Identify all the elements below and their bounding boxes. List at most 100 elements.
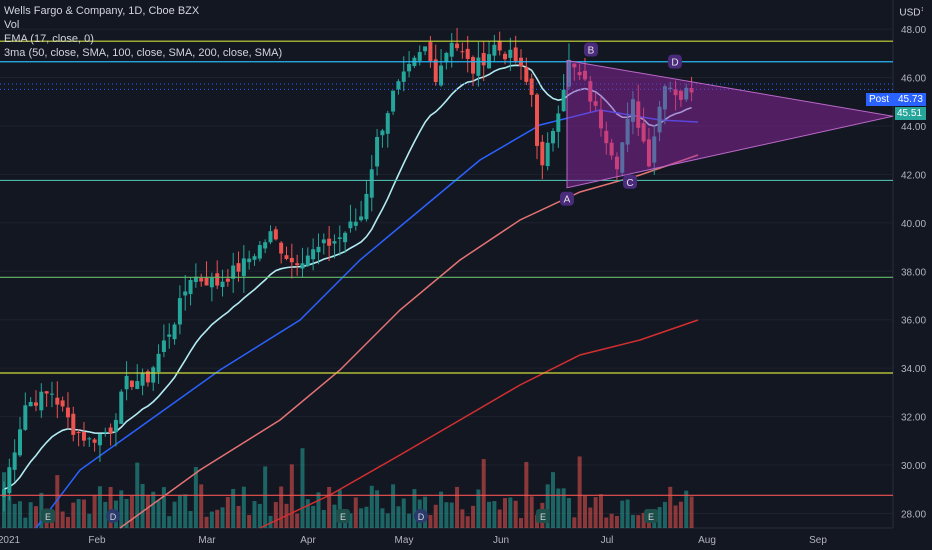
candle-body [668, 87, 673, 89]
volume-bar [359, 508, 364, 528]
candle-body [343, 232, 348, 243]
volume-bar [145, 495, 150, 528]
candle-body [444, 52, 449, 63]
post-label: Post [869, 94, 890, 105]
pattern-point-marker [560, 191, 574, 206]
candle-body [652, 136, 657, 163]
candle-body [209, 277, 214, 288]
volume-bar [513, 500, 518, 528]
candle-body [401, 71, 406, 82]
candle-body [284, 255, 289, 259]
candle-body [508, 49, 513, 58]
price-tick-label: 48.00 [901, 25, 926, 36]
time-tick-label: Jul [601, 535, 614, 546]
volume-bar [529, 496, 534, 528]
candle-body [273, 229, 278, 240]
volume-bar [460, 509, 465, 528]
candle-body [199, 277, 204, 282]
event-marker [644, 509, 658, 523]
volume-bar [33, 506, 38, 528]
volume-bar [369, 485, 374, 528]
candle-body [646, 139, 651, 167]
volume-bar [140, 483, 145, 528]
candle-body [28, 401, 33, 407]
candle-body [396, 81, 401, 90]
volume-bar [23, 517, 28, 528]
volume-bar [439, 491, 444, 528]
time-tick-label: Aug [698, 535, 716, 546]
candle-body [369, 169, 374, 198]
candle-body [327, 238, 332, 246]
sma-50-line [35, 109, 699, 529]
candle-body [561, 89, 566, 112]
volume-bar [657, 507, 662, 528]
time-axis-panel [0, 528, 893, 550]
volume-bar [689, 496, 694, 528]
triangle-outline [566, 59, 894, 189]
currency-label[interactable]: USD↕ [899, 6, 924, 19]
candle-body [241, 258, 246, 277]
candle-body [471, 57, 476, 74]
volume-bar [268, 515, 273, 528]
volume-bar [412, 489, 417, 528]
volume-bar [684, 490, 689, 528]
volume-bar [108, 486, 113, 528]
volume-bar [295, 513, 300, 528]
candle-body [332, 241, 337, 244]
candle-body [449, 42, 454, 57]
candle-body [529, 78, 534, 95]
candle-body [348, 221, 353, 229]
volume-bar [332, 504, 337, 528]
price-tick-label: 40.00 [901, 219, 926, 230]
ema-17-line [3, 64, 692, 491]
candle-body [593, 101, 598, 106]
volume-bar [81, 499, 86, 528]
volume-bar [124, 498, 129, 528]
candle-body [231, 265, 236, 279]
volume-bar [519, 517, 524, 528]
volume-bar [481, 459, 486, 528]
legend-ema: EMA (17, close, 0) [4, 33, 94, 45]
candle-body [295, 263, 300, 266]
event-marker-label: E [45, 512, 51, 522]
pattern-point-marker [668, 54, 682, 69]
candle-body [582, 70, 587, 80]
candle-body [156, 353, 161, 372]
sma-100-line [119, 154, 699, 529]
time-tick-label: Sep [809, 535, 827, 546]
sma-200-line [259, 319, 699, 529]
candle-body [257, 245, 262, 259]
volume-bar [316, 492, 321, 528]
volume-bar [321, 509, 326, 528]
event-marker [106, 509, 120, 523]
volume-bar [673, 505, 678, 528]
price-tick-label: 46.00 [901, 74, 926, 85]
candle-body [220, 281, 225, 288]
volume-bar [17, 501, 22, 528]
volume-bar [97, 486, 102, 528]
price-tick-label: 32.00 [901, 413, 926, 424]
event-marker [414, 509, 428, 523]
candle-body [385, 113, 390, 134]
volume-bar [385, 513, 390, 528]
volume-bar [199, 484, 204, 528]
volume-bar [550, 472, 555, 528]
candle-body [678, 90, 683, 100]
candle-body [65, 407, 70, 418]
candle-body [337, 237, 342, 239]
candle-body [433, 59, 438, 82]
price-tick-label: 38.00 [901, 267, 926, 278]
volume-bar [609, 513, 614, 528]
volume-bar [449, 502, 454, 528]
candle-body [305, 255, 310, 266]
candle-body [657, 106, 662, 133]
candle-body [689, 88, 694, 93]
candle-body [625, 118, 630, 145]
candle-body [311, 249, 316, 260]
volume-bar [375, 490, 380, 528]
candle-body [289, 257, 294, 263]
volume-bar [39, 492, 44, 528]
candle-body [71, 413, 76, 435]
candle-body [535, 94, 539, 146]
